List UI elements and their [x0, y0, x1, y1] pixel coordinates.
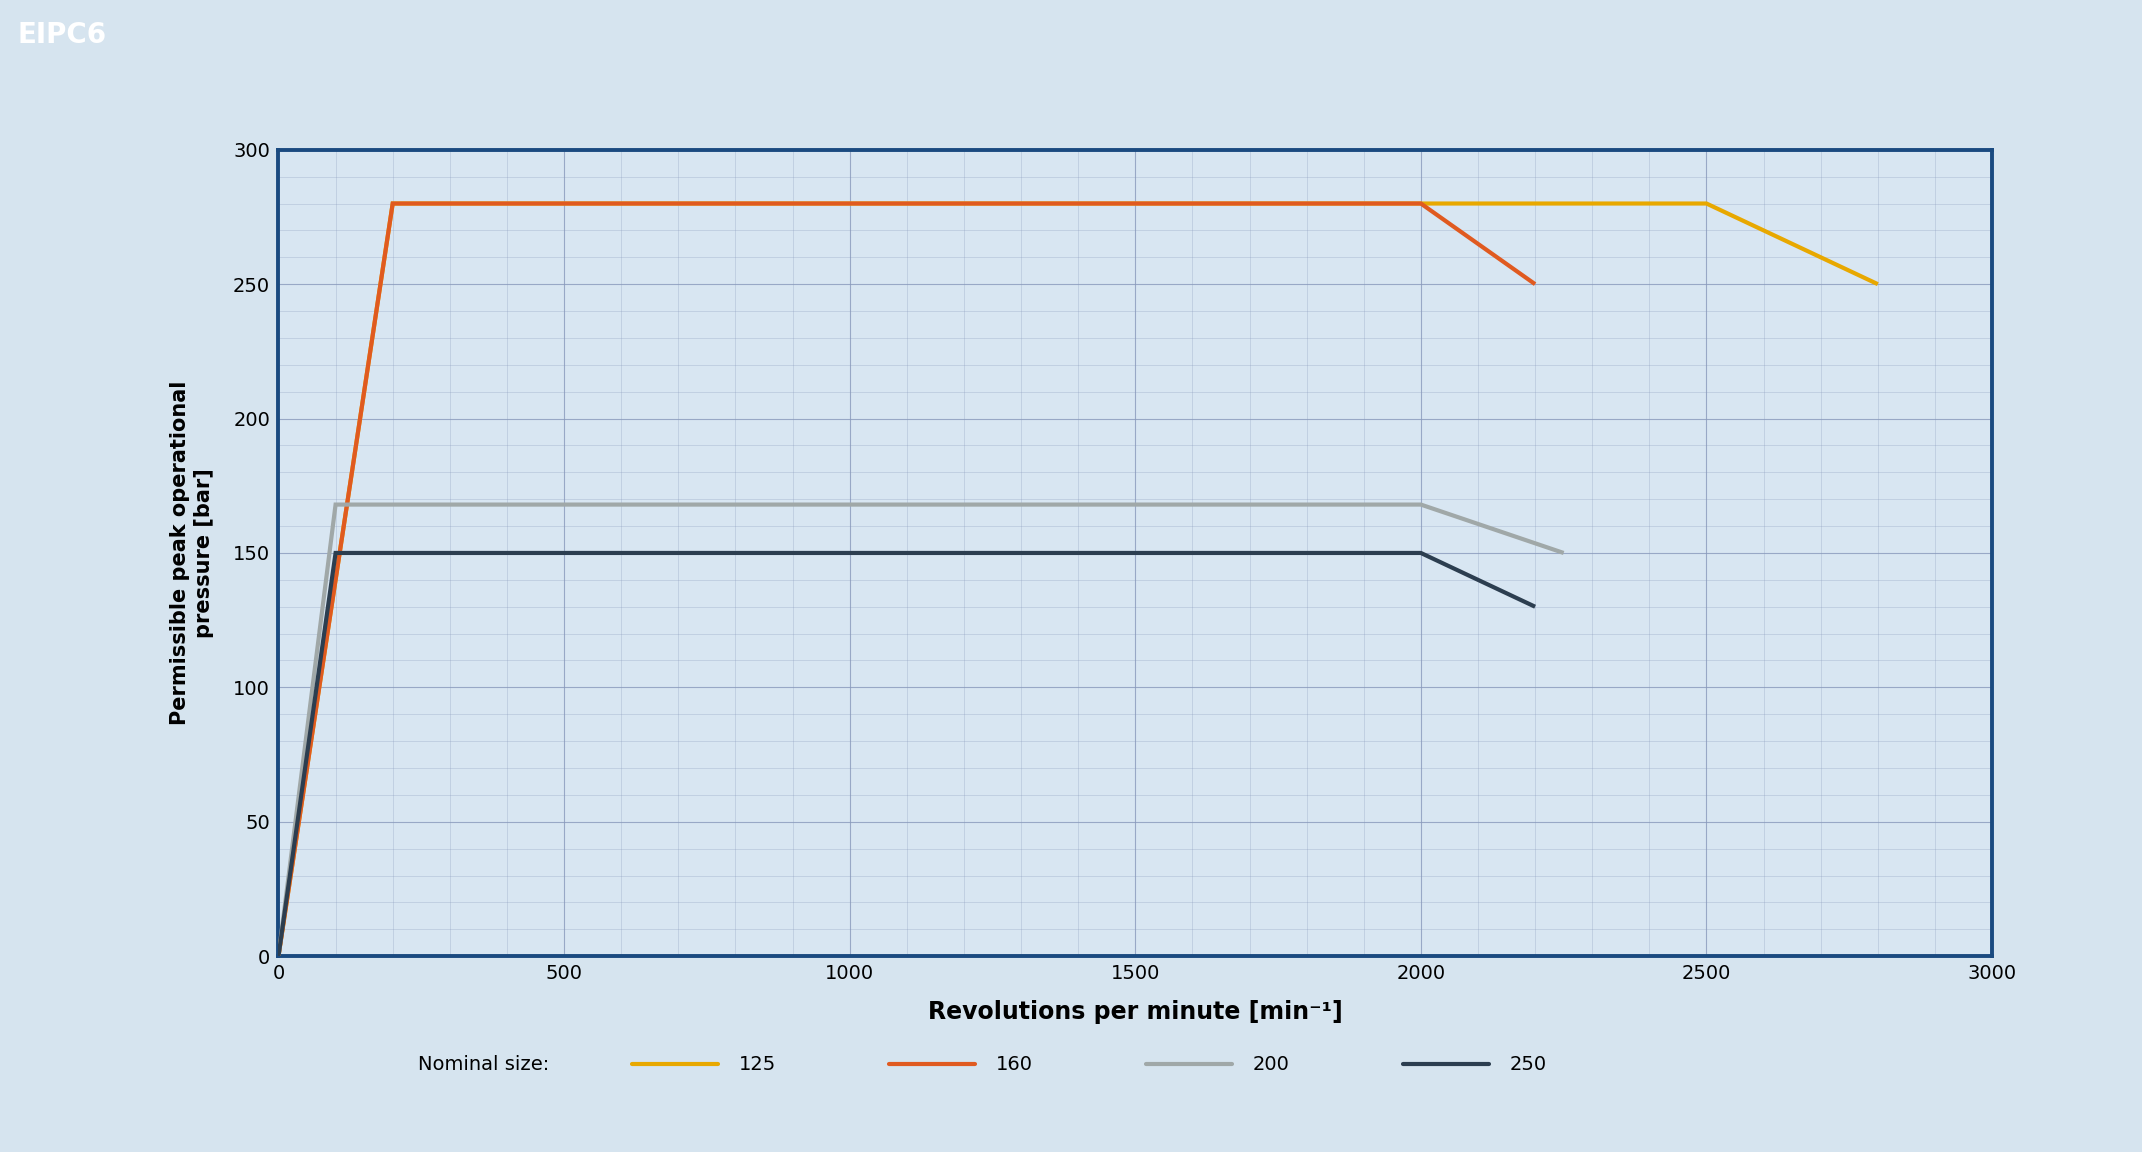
- Text: 160: 160: [996, 1055, 1032, 1074]
- Text: 200: 200: [1253, 1055, 1289, 1074]
- Text: 250: 250: [1510, 1055, 1547, 1074]
- Y-axis label: Permissible peak operational
pressure [bar]: Permissible peak operational pressure [b…: [171, 381, 214, 725]
- Text: 125: 125: [739, 1055, 775, 1074]
- X-axis label: Revolutions per minute [min⁻¹]: Revolutions per minute [min⁻¹]: [927, 1000, 1343, 1024]
- Text: Nominal size:: Nominal size:: [418, 1055, 548, 1074]
- Text: EIPC6: EIPC6: [17, 21, 107, 48]
